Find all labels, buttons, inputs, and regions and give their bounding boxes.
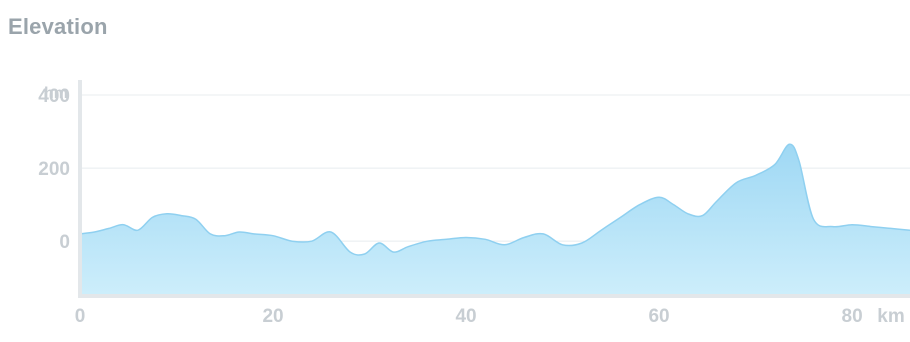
elevation-line [79, 143, 910, 256]
y-tick-label-400: 400 [38, 86, 70, 107]
x-tick-label-80: 80 [842, 306, 863, 327]
x-axis-unit: km [877, 306, 904, 327]
x-tick-label-0: 0 [75, 306, 86, 327]
x-tick-label-60: 60 [648, 306, 669, 327]
x-tick-label-40: 40 [455, 306, 476, 327]
elevation-area [80, 144, 910, 296]
chart-title: Elevation [8, 14, 108, 39]
x-tick-label-20: 20 [262, 306, 283, 327]
y-axis-unit: hm [44, 85, 68, 102]
y-tick-label-200: 200 [38, 159, 70, 180]
y-tick-label-0: 0 [59, 232, 70, 253]
